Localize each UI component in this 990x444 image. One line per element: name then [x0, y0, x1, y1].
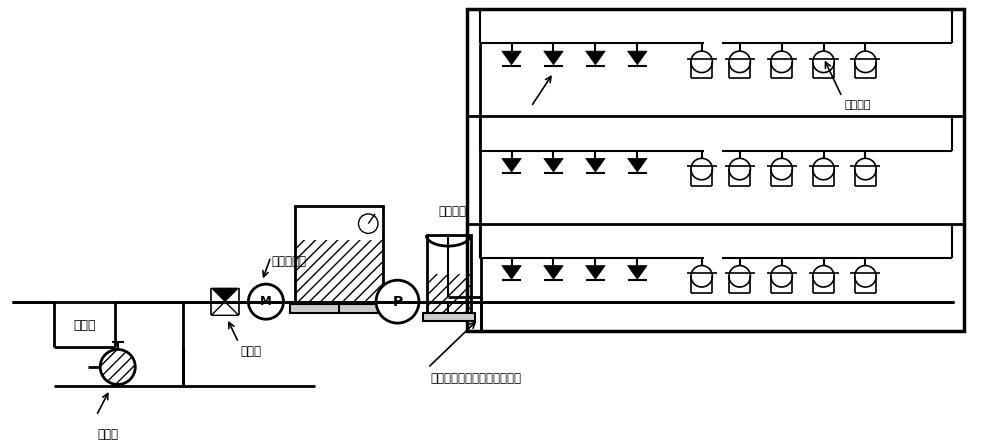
Polygon shape [586, 51, 605, 65]
Bar [423, 313, 474, 321]
Text: 圧力水槽: 圧力水槽 [439, 205, 466, 218]
Polygon shape [628, 51, 647, 65]
Circle shape [854, 159, 876, 180]
Polygon shape [544, 51, 563, 65]
Circle shape [813, 159, 835, 180]
Circle shape [813, 266, 835, 287]
Circle shape [771, 159, 792, 180]
Polygon shape [502, 159, 522, 172]
Bar [295, 206, 383, 304]
Bar [427, 235, 470, 313]
Polygon shape [502, 51, 522, 65]
Circle shape [100, 349, 136, 385]
Circle shape [813, 51, 835, 72]
Text: 給水栓等: 給水栓等 [845, 100, 871, 110]
Circle shape [358, 214, 378, 234]
Text: 止水栓: 止水栓 [241, 345, 261, 357]
Polygon shape [586, 266, 605, 279]
Circle shape [771, 266, 792, 287]
Circle shape [691, 159, 713, 180]
Polygon shape [628, 266, 647, 279]
Text: 配水管: 配水管 [97, 428, 119, 441]
Text: P: P [392, 295, 403, 309]
Bar [296, 240, 382, 304]
Text: 増圧給水装置（ブースター）: 増圧給水装置（ブースター） [431, 372, 522, 385]
Polygon shape [211, 301, 239, 315]
Polygon shape [211, 288, 239, 301]
Polygon shape [544, 159, 563, 172]
Text: 道　路: 道 路 [73, 318, 96, 332]
Bar [428, 274, 469, 313]
Circle shape [729, 51, 750, 72]
Bar [290, 304, 388, 313]
Circle shape [691, 266, 713, 287]
Text: M: M [260, 295, 272, 308]
Circle shape [729, 159, 750, 180]
Circle shape [854, 266, 876, 287]
Polygon shape [586, 159, 605, 172]
Circle shape [771, 51, 792, 72]
Polygon shape [502, 266, 522, 279]
Polygon shape [544, 266, 563, 279]
Bar [466, 9, 964, 331]
Circle shape [729, 266, 750, 287]
Text: 水道メータ: 水道メータ [271, 255, 307, 268]
Circle shape [854, 51, 876, 72]
Circle shape [248, 284, 283, 319]
Circle shape [376, 280, 419, 323]
Circle shape [691, 51, 713, 72]
Polygon shape [628, 159, 647, 172]
